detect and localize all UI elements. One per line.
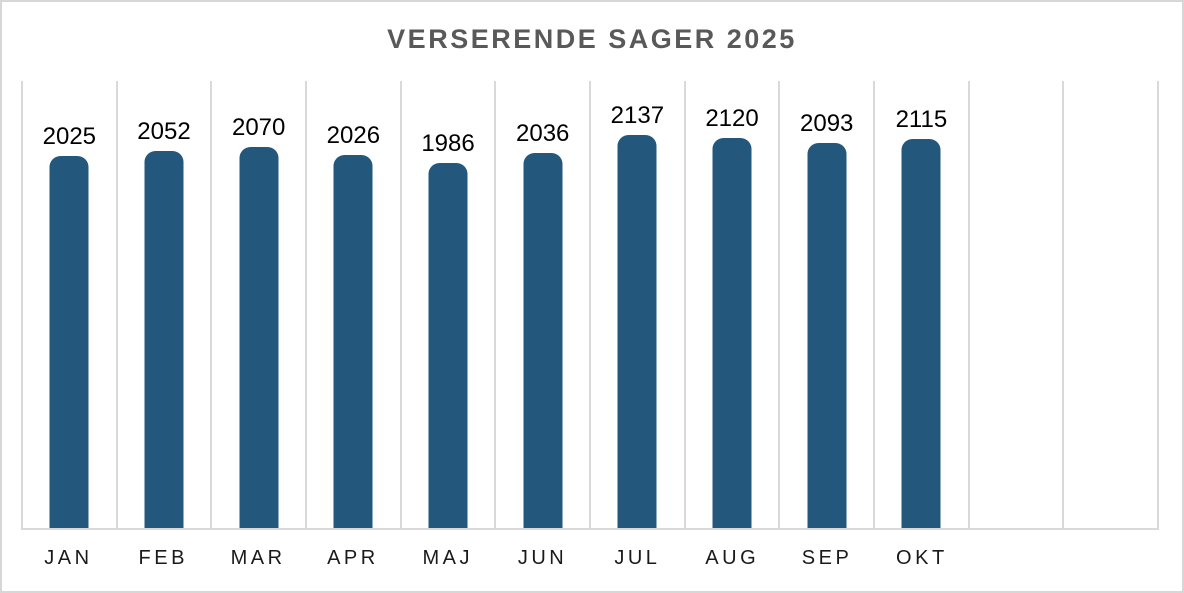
bar-value-label: 2036 <box>515 120 570 148</box>
category-slot: 1986 <box>402 81 497 528</box>
category-slot: 2025 <box>21 81 118 528</box>
bar-jul[interactable] <box>617 134 657 528</box>
bar-value-label: 2070 <box>231 114 286 142</box>
category-slot <box>1064 81 1160 528</box>
category-slot: 2070 <box>212 81 308 528</box>
category-slot: 2026 <box>307 81 402 528</box>
bar-value-label: 1986 <box>421 129 475 157</box>
chart-title: VERSERENDE SAGER 2025 <box>387 24 797 54</box>
x-axis-label-maj: MAJ <box>422 547 473 569</box>
bar-jun[interactable] <box>523 153 563 528</box>
x-axis-label-jul: JUL <box>614 547 661 569</box>
category-slot: 2052 <box>118 81 213 528</box>
x-axis-label-apr: APR <box>327 547 379 569</box>
category-slot: 2036 <box>496 81 592 528</box>
plot-area: 2025 2052 2070 2026 1986 2036 2137 2120 2093 2115 <box>21 81 1160 530</box>
x-axis-label-empty <box>969 547 1064 570</box>
category-slot: 2093 <box>780 81 876 528</box>
x-axis-label-mar: MAR <box>230 547 286 569</box>
bar-value-label: 2137 <box>610 101 665 129</box>
x-axis-label-jun: JUN <box>517 547 568 569</box>
bar-jan[interactable] <box>49 155 89 528</box>
x-axis-label-sep: SEP <box>801 547 853 569</box>
bar-maj[interactable] <box>428 162 468 528</box>
bar-apr[interactable] <box>333 155 373 528</box>
bar-aug[interactable] <box>712 138 752 528</box>
bar-value-label: 2093 <box>800 110 854 137</box>
bar-value-label: 2026 <box>326 122 381 150</box>
bar-sep[interactable] <box>807 143 847 528</box>
category-slot: 2120 <box>686 81 781 528</box>
bar-mar[interactable] <box>239 147 279 528</box>
x-axis-label-jan: JAN <box>44 547 93 569</box>
bar-value-label: 2052 <box>137 117 191 145</box>
x-axis-label-empty <box>1064 547 1159 570</box>
x-axis-label-aug: AUG <box>705 547 760 569</box>
bar-okt[interactable] <box>901 138 941 528</box>
bar-value-label: 2115 <box>895 105 948 133</box>
x-axis-label-okt: OKT <box>896 547 948 569</box>
bar-feb[interactable] <box>144 150 184 528</box>
category-slot: 2115 <box>875 81 970 528</box>
category-slot <box>970 81 1065 528</box>
category-slot: 2137 <box>591 81 686 528</box>
x-axis-labels: JAN FEB MAR APR MAJ JUN JUL AUG SEP OKT <box>21 547 1159 570</box>
x-axis-label-feb: FEB <box>138 547 188 569</box>
bar-value-label: 2025 <box>42 122 97 150</box>
bar-value-label: 2120 <box>705 105 759 133</box>
